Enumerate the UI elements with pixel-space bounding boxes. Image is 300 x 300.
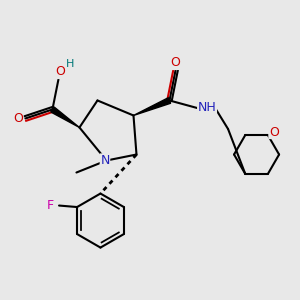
- Polygon shape: [134, 98, 171, 116]
- Polygon shape: [51, 107, 80, 128]
- Text: O: O: [269, 125, 279, 139]
- Text: O: O: [171, 56, 181, 69]
- Text: N: N: [100, 154, 110, 167]
- Text: NH: NH: [198, 101, 216, 115]
- Text: H: H: [66, 59, 74, 69]
- Text: O: O: [13, 112, 23, 125]
- Text: O: O: [55, 65, 65, 78]
- Text: F: F: [46, 199, 54, 212]
